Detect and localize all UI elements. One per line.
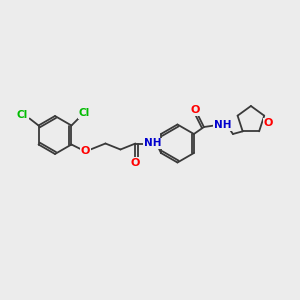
Text: NH: NH (144, 139, 161, 148)
Text: Cl: Cl (79, 109, 90, 118)
Text: O: O (264, 118, 273, 128)
Text: O: O (131, 158, 140, 167)
Text: Cl: Cl (17, 110, 28, 119)
Text: NH: NH (214, 120, 232, 130)
Text: O: O (190, 105, 200, 115)
Text: O: O (81, 146, 90, 155)
